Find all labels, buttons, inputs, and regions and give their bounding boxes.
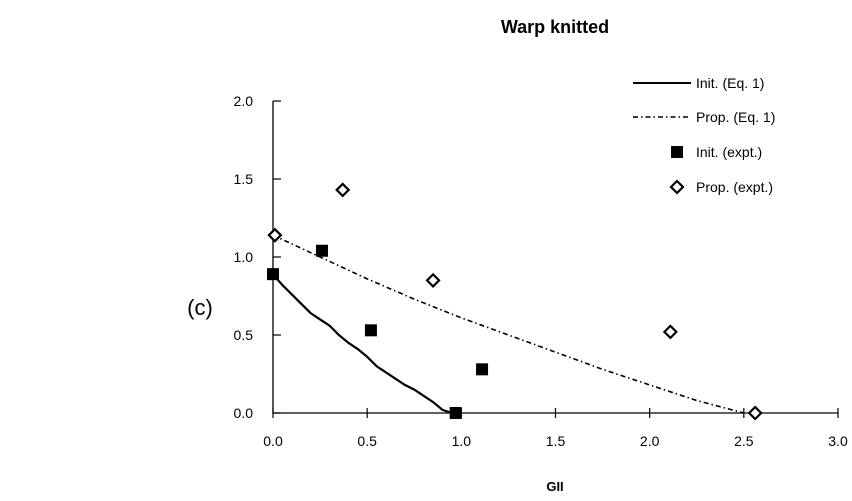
x-tick-labels: 0.0 0.5 1.0 1.5 2.0 2.5 3.0 <box>263 433 848 449</box>
legend-swatch-init-expt <box>671 146 683 158</box>
y-tick-label: 2.0 <box>234 93 254 109</box>
init-expt-point <box>364 324 377 337</box>
init-eq1-line <box>272 273 453 415</box>
prop-expt-point <box>267 227 283 243</box>
prop-expt-point <box>662 324 678 340</box>
x-tick-label: 2.5 <box>734 433 754 449</box>
x-tick-label: 2.0 <box>640 433 660 449</box>
prop-expt-point <box>425 272 441 288</box>
init-expt-point <box>449 407 462 419</box>
legend: Init. (Eq. 1) Prop. (Eq. 1) Init. (expt.) P… <box>633 75 775 195</box>
legend-label: Init. (expt.) <box>696 144 762 160</box>
x-tick-label: 0.5 <box>357 433 377 449</box>
legend-label: Prop. (expt.) <box>696 179 773 195</box>
init-expt-point <box>315 244 328 257</box>
init-expt-point <box>267 268 279 281</box>
x-tick-label: 3.0 <box>828 433 848 449</box>
x-tick-label: 1.0 <box>452 433 472 449</box>
legend-label: Init. (Eq. 1) <box>696 75 764 91</box>
prop-eq1-line <box>272 234 745 414</box>
plot-area <box>267 182 763 421</box>
init-expt-point <box>476 363 489 376</box>
y-tick-label: 1.5 <box>234 171 254 187</box>
prop-expt-point <box>747 405 763 421</box>
x-tick-label: 1.5 <box>546 433 566 449</box>
y-tick-label: 1.0 <box>234 249 254 265</box>
x-tick-label: 0.0 <box>263 433 283 449</box>
y-tick-labels: 0.0 0.5 1.0 1.5 2.0 <box>234 93 254 421</box>
prop-expt-point <box>335 182 351 198</box>
y-tick-label: 0.0 <box>234 405 254 421</box>
x-axis-label: GII <box>546 479 563 494</box>
legend-label: Prop. (Eq. 1) <box>696 109 775 125</box>
panel-label: (c) <box>187 295 213 320</box>
legend-swatch-prop-expt <box>669 179 685 195</box>
y-tick-label: 0.5 <box>234 327 254 343</box>
chart-title: Warp knitted <box>501 17 609 37</box>
